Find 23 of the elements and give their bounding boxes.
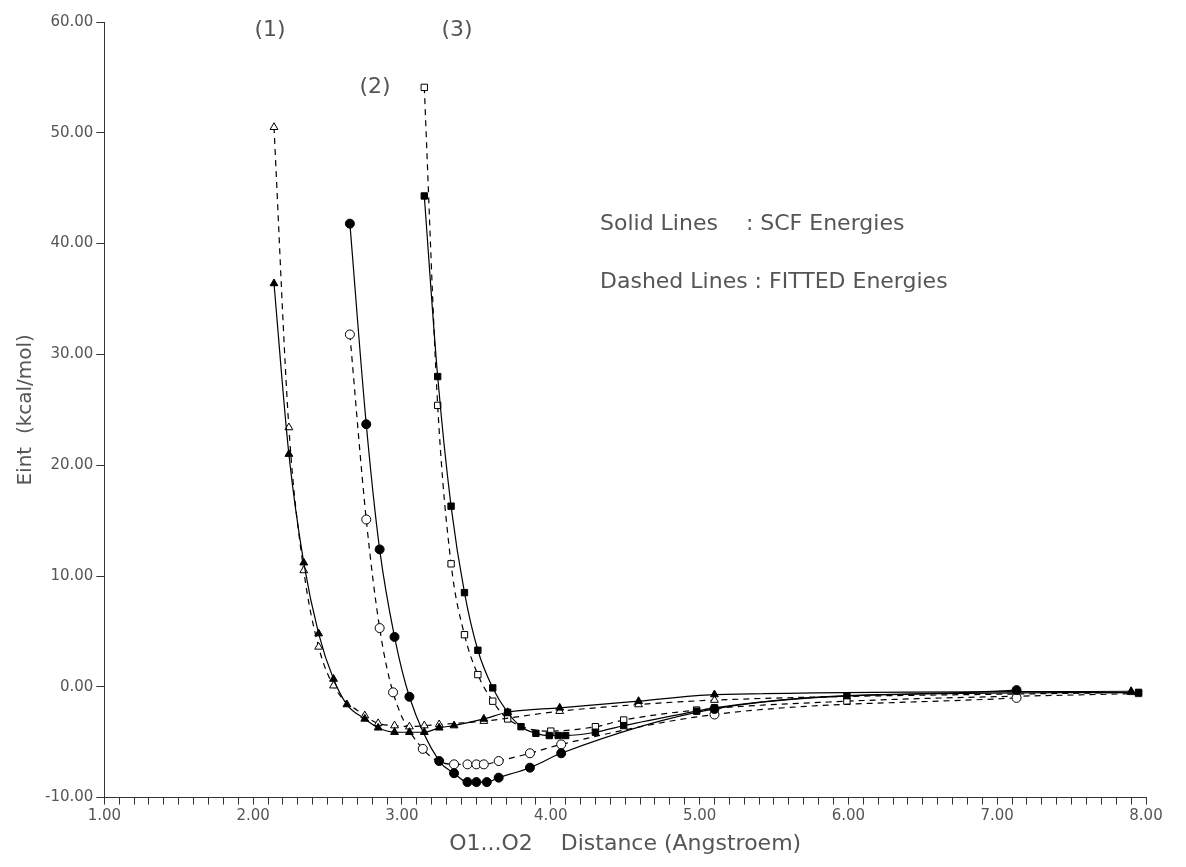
- y-axis-title: Eint (kcal/mol): [12, 334, 37, 486]
- annotation: Dashed Lines : FITTED Energies: [600, 267, 948, 293]
- y-tick-label: 30.00: [50, 344, 94, 363]
- x-axis-title: O1...O2 Distance (Angstroem): [449, 829, 802, 855]
- annotation: Solid Lines : SCF Energies: [600, 209, 905, 235]
- y-tick-label: 0.00: [59, 676, 94, 695]
- y-tick-label: 60.00: [50, 11, 94, 30]
- y-tick-label: -10.00: [45, 787, 94, 806]
- x-tick-label: 3.00: [385, 806, 419, 825]
- x-tick-label: 4.00: [534, 806, 568, 825]
- y-tick-label: 50.00: [50, 122, 94, 141]
- annotation: (1): [254, 15, 286, 41]
- x-tick-label: 5.00: [682, 806, 717, 825]
- x-tick-label: 2.00: [236, 806, 270, 825]
- x-tick-label: 7.00: [980, 806, 1014, 825]
- y-tick-label: 20.00: [50, 455, 94, 474]
- x-tick-label: 8.00: [1129, 806, 1163, 825]
- y-tick-label: 40.00: [50, 233, 94, 252]
- x-tick-label: 1.00: [87, 806, 122, 825]
- x-tick-label: 6.00: [831, 806, 866, 825]
- annotation: (3): [441, 15, 473, 41]
- annotation: (2): [359, 72, 391, 98]
- y-tick-label: 10.00: [50, 565, 94, 584]
